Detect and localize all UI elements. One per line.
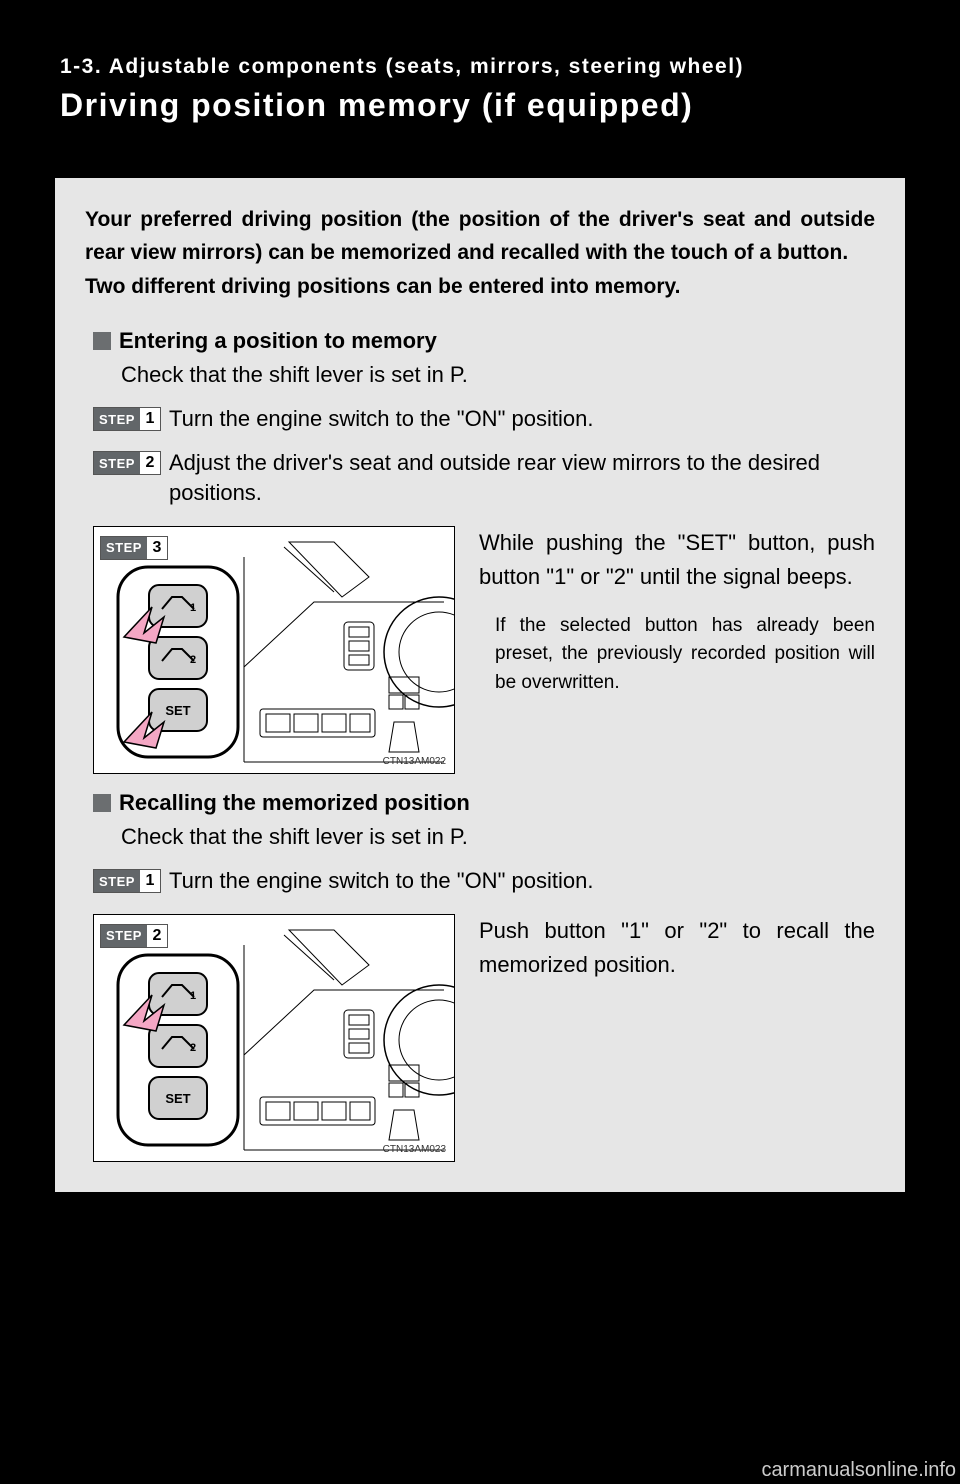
svg-text:SET: SET xyxy=(165,703,190,718)
recalling-figure-text: Push button "1" or "2" to recall the mem… xyxy=(479,914,875,1162)
intro-p1: Your preferred driving position (the pos… xyxy=(85,204,875,269)
recalling-step1: STEP 1 Turn the engine switch to the "ON… xyxy=(85,866,875,896)
intro-p2: Two different driving positions can be e… xyxy=(85,271,875,304)
recalling-figure-row: STEP 2 1 2 SET xyxy=(85,914,875,1162)
intro-text: Your preferred driving position (the pos… xyxy=(85,204,875,304)
subsection-entering: Entering a position to memory Check that… xyxy=(85,328,875,774)
page-title: Driving position memory (if equipped) xyxy=(60,87,900,124)
step-label: STEP xyxy=(94,452,140,474)
entering-figure-text: While pushing the "SET" button, push but… xyxy=(479,526,875,774)
entering-figure-row: STEP 3 1 2 SET xyxy=(85,526,875,774)
step-badge: STEP 1 xyxy=(93,407,161,431)
step-text: Adjust the driver's seat and outside rea… xyxy=(161,448,875,507)
section-label: 1-3. Adjustable components (seats, mirro… xyxy=(60,55,900,79)
svg-text:2: 2 xyxy=(190,1042,196,1054)
figure-code: CTN13AM023 xyxy=(383,1144,446,1155)
entering-step1: STEP 1 Turn the engine switch to the "ON… xyxy=(85,404,875,434)
entering-heading: Entering a position to memory xyxy=(85,328,875,354)
recalling-figure: STEP 2 1 2 SET xyxy=(93,914,455,1162)
entering-figure: STEP 3 1 2 SET xyxy=(93,526,455,774)
square-bullet-icon xyxy=(93,332,111,350)
content-box: Your preferred driving position (the pos… xyxy=(55,178,905,1192)
step-label: STEP xyxy=(94,870,140,892)
step-number: 1 xyxy=(140,408,160,430)
subsection-recalling: Recalling the memorized position Check t… xyxy=(85,790,875,1162)
step3-main-text: While pushing the "SET" button, push but… xyxy=(479,526,875,594)
step3-note-text: If the selected button has already been … xyxy=(479,612,875,698)
step2-main-text: Push button "1" or "2" to recall the mem… xyxy=(479,914,875,982)
step-text: Turn the engine switch to the "ON" posit… xyxy=(161,866,593,896)
step-number: 2 xyxy=(140,452,160,474)
step-label: STEP xyxy=(94,408,140,430)
entering-check: Check that the shift lever is set in P. xyxy=(85,360,875,391)
manual-page: 1-3. Adjustable components (seats, mirro… xyxy=(0,0,960,1484)
svg-text:SET: SET xyxy=(165,1091,190,1106)
recalling-heading: Recalling the memorized position xyxy=(85,790,875,816)
figure-code: CTN13AM022 xyxy=(383,756,446,767)
page-header: 1-3. Adjustable components (seats, mirro… xyxy=(0,0,960,142)
entering-heading-text: Entering a position to memory xyxy=(119,328,437,354)
step-text: Turn the engine switch to the "ON" posit… xyxy=(161,404,593,434)
watermark: carmanualsonline.info xyxy=(761,1459,956,1482)
svg-text:1: 1 xyxy=(190,602,196,614)
step-badge: STEP 1 xyxy=(93,869,161,893)
step-number: 1 xyxy=(140,870,160,892)
recalling-check: Check that the shift lever is set in P. xyxy=(85,822,875,853)
memory-buttons-diagram-icon: 1 2 SET xyxy=(94,915,454,1161)
entering-step2: STEP 2 Adjust the driver's seat and outs… xyxy=(85,448,875,507)
svg-text:1: 1 xyxy=(190,990,196,1002)
square-bullet-icon xyxy=(93,794,111,812)
step-badge: STEP 2 xyxy=(93,451,161,475)
svg-text:2: 2 xyxy=(190,654,196,666)
recalling-heading-text: Recalling the memorized position xyxy=(119,790,470,816)
memory-buttons-diagram-icon: 1 2 SET xyxy=(94,527,454,773)
